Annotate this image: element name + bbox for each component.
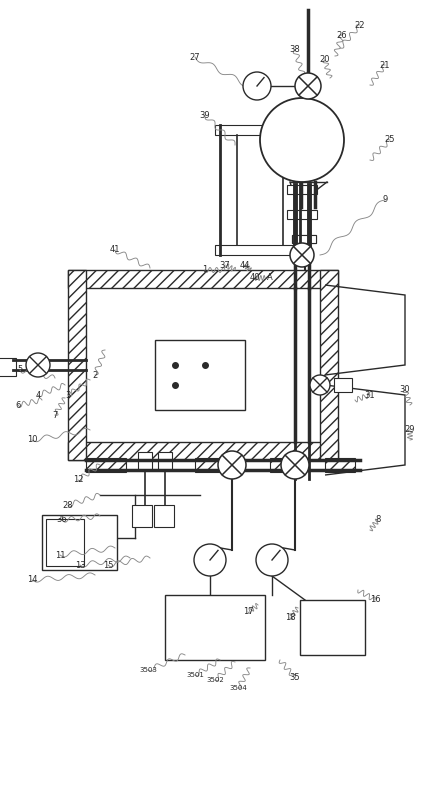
Circle shape [281,451,309,479]
Bar [165,595,265,660]
Text: 36: 36 [57,515,67,524]
Bar [68,270,86,460]
Bar [320,270,338,460]
Bar [292,235,316,243]
Circle shape [310,375,330,395]
Text: 41: 41 [110,246,120,255]
Text: 22: 22 [355,21,365,29]
Bar [138,452,152,470]
Circle shape [256,544,288,576]
Circle shape [26,353,50,377]
Bar [270,458,300,472]
Bar [42,515,117,570]
Text: 8: 8 [375,515,381,524]
Bar [154,505,174,527]
Text: 7: 7 [52,411,58,419]
Bar [215,245,305,255]
Text: 26: 26 [337,30,347,40]
Bar [86,288,320,442]
Circle shape [260,98,344,182]
Text: 40: 40 [250,274,260,282]
Text: 25: 25 [385,136,395,144]
Text: 44: 44 [240,260,250,270]
Circle shape [290,243,314,267]
Bar [155,340,245,410]
Bar [0,358,16,376]
Text: 15: 15 [103,561,113,569]
Bar [68,442,338,460]
Text: 27: 27 [190,52,200,62]
Text: 3503: 3503 [139,667,157,673]
Bar [68,270,338,288]
Text: 10: 10 [27,435,37,445]
Bar [195,458,230,472]
Bar [325,458,355,472]
Text: 4: 4 [35,390,40,400]
Text: 29: 29 [405,426,415,435]
Bar [215,125,305,135]
Text: 18: 18 [285,614,295,623]
Text: 11: 11 [55,550,65,560]
Text: 38: 38 [290,45,301,55]
Circle shape [295,73,321,99]
Text: 31: 31 [365,390,375,400]
Circle shape [194,544,226,576]
Text: 30: 30 [400,385,411,394]
Text: 13: 13 [75,561,85,569]
Bar [287,210,317,219]
Text: 39: 39 [200,110,210,120]
Text: 12: 12 [73,476,83,485]
Text: 2: 2 [92,370,98,380]
Bar [287,185,317,194]
Text: 17: 17 [243,607,253,616]
Bar [46,519,84,566]
Text: 3502: 3502 [206,677,224,683]
Bar [334,378,352,392]
Bar [300,600,365,655]
Text: 9: 9 [382,196,388,205]
Text: 28: 28 [62,500,73,509]
Text: A: A [267,274,273,282]
Bar [292,235,316,243]
Text: 35: 35 [290,673,301,683]
Text: 16: 16 [370,596,380,604]
Bar [158,452,172,470]
Text: 3504: 3504 [229,685,247,691]
Bar [132,505,152,527]
Text: 5: 5 [17,366,22,374]
Text: 3501: 3501 [186,672,204,678]
Text: 6: 6 [15,400,21,409]
Text: 3: 3 [65,390,71,400]
Circle shape [243,72,271,100]
Text: 21: 21 [380,60,390,70]
Text: 14: 14 [27,576,37,584]
Bar [86,458,126,472]
Text: 1: 1 [202,266,208,274]
Circle shape [218,451,246,479]
Text: 37: 37 [220,260,231,270]
Text: 20: 20 [320,56,330,64]
